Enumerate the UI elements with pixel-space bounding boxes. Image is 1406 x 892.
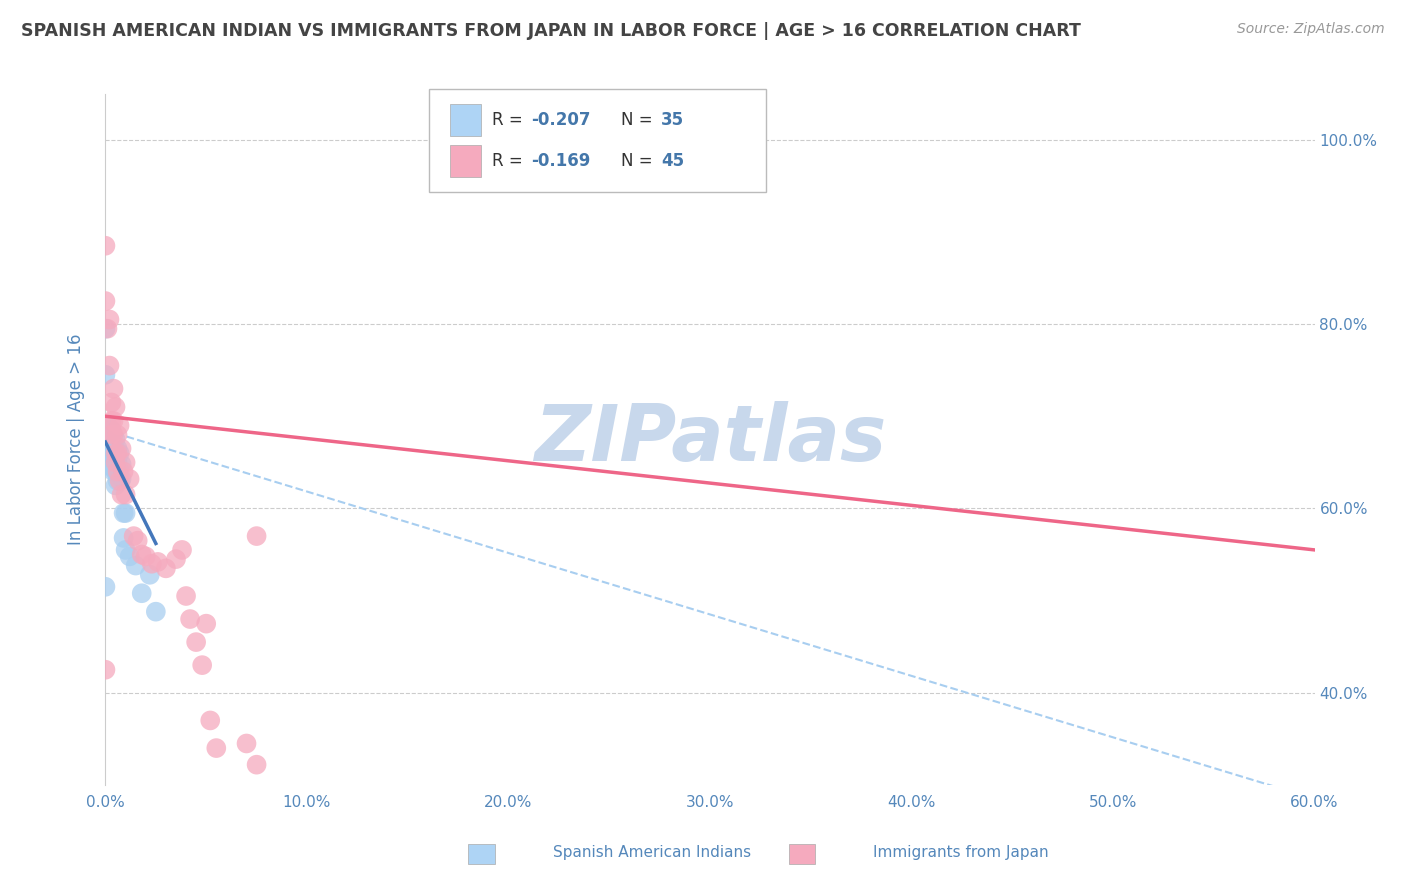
Point: [205, 741, 228, 756]
Point: [104, 400, 127, 414]
FancyBboxPatch shape: [468, 844, 495, 864]
Point: [104, 446, 127, 460]
Point: [98, 437, 121, 451]
Point: [94, 368, 117, 382]
Point: [94, 322, 117, 336]
Point: [96, 437, 118, 451]
Point: [174, 589, 197, 603]
Point: [114, 487, 136, 501]
Point: [96, 322, 118, 336]
FancyBboxPatch shape: [789, 844, 815, 864]
Point: [100, 395, 122, 409]
Y-axis label: In Labor Force | Age > 16: In Labor Force | Age > 16: [66, 334, 84, 545]
Point: [114, 506, 136, 520]
Point: [107, 442, 129, 456]
Point: [124, 558, 148, 573]
Text: SPANISH AMERICAN INDIAN VS IMMIGRANTS FROM JAPAN IN LABOR FORCE | AGE > 16 CORRE: SPANISH AMERICAN INDIAN VS IMMIGRANTS FR…: [21, 22, 1081, 40]
Point: [139, 567, 162, 582]
Text: R =: R =: [492, 152, 529, 169]
Text: N =: N =: [621, 152, 658, 169]
Point: [104, 465, 127, 479]
Point: [108, 418, 131, 433]
Point: [145, 605, 167, 619]
Point: [246, 757, 269, 772]
Point: [186, 635, 208, 649]
Point: [165, 552, 187, 566]
Point: [96, 418, 118, 433]
Point: [98, 450, 121, 465]
Point: [100, 423, 122, 437]
Point: [112, 465, 135, 479]
Point: [103, 437, 125, 451]
Point: [122, 529, 145, 543]
Point: [100, 437, 122, 451]
Point: [112, 531, 135, 545]
Point: [127, 533, 149, 548]
Point: [135, 549, 157, 564]
Point: [103, 414, 125, 428]
Point: [155, 561, 177, 575]
Point: [94, 663, 117, 677]
Point: [104, 455, 127, 469]
Point: [200, 714, 222, 728]
Point: [94, 294, 117, 309]
Point: [94, 580, 117, 594]
Point: [94, 238, 117, 253]
Point: [179, 612, 201, 626]
Point: [103, 427, 125, 442]
Point: [100, 427, 122, 442]
Point: [104, 432, 127, 446]
Point: [118, 472, 141, 486]
Point: [131, 586, 153, 600]
Text: Immigrants from Japan: Immigrants from Japan: [873, 846, 1049, 860]
Point: [114, 542, 136, 557]
Text: Spanish American Indians: Spanish American Indians: [553, 846, 751, 860]
Point: [246, 529, 269, 543]
Point: [103, 448, 125, 462]
Text: 35: 35: [661, 112, 683, 129]
Text: -0.207: -0.207: [531, 112, 591, 129]
Text: N =: N =: [621, 112, 658, 129]
Point: [107, 455, 129, 469]
Point: [108, 465, 131, 479]
Text: ZIPatlas: ZIPatlas: [534, 401, 886, 477]
Point: [104, 478, 127, 492]
Point: [104, 446, 127, 460]
Point: [235, 737, 257, 751]
Point: [98, 359, 121, 373]
Point: [170, 542, 193, 557]
Point: [108, 446, 131, 460]
Point: [100, 460, 122, 475]
Point: [98, 312, 121, 326]
Point: [100, 414, 122, 428]
Point: [107, 474, 129, 488]
Point: [110, 442, 132, 456]
Point: [146, 555, 169, 569]
Point: [141, 557, 163, 571]
Point: [107, 427, 129, 442]
Text: -0.169: -0.169: [531, 152, 591, 169]
Point: [112, 506, 135, 520]
Point: [110, 457, 132, 471]
Point: [107, 446, 129, 460]
Point: [110, 487, 132, 501]
Point: [195, 616, 218, 631]
Point: [110, 472, 132, 486]
Point: [100, 446, 122, 460]
Text: 45: 45: [661, 152, 683, 169]
Point: [114, 455, 136, 469]
Point: [131, 548, 153, 562]
Point: [191, 658, 214, 673]
Point: [103, 382, 125, 396]
Point: [108, 474, 131, 488]
Text: Source: ZipAtlas.com: Source: ZipAtlas.com: [1237, 22, 1385, 37]
Point: [98, 423, 121, 437]
Point: [118, 549, 141, 564]
Point: [103, 465, 125, 479]
Text: R =: R =: [492, 112, 529, 129]
Point: [107, 465, 129, 479]
